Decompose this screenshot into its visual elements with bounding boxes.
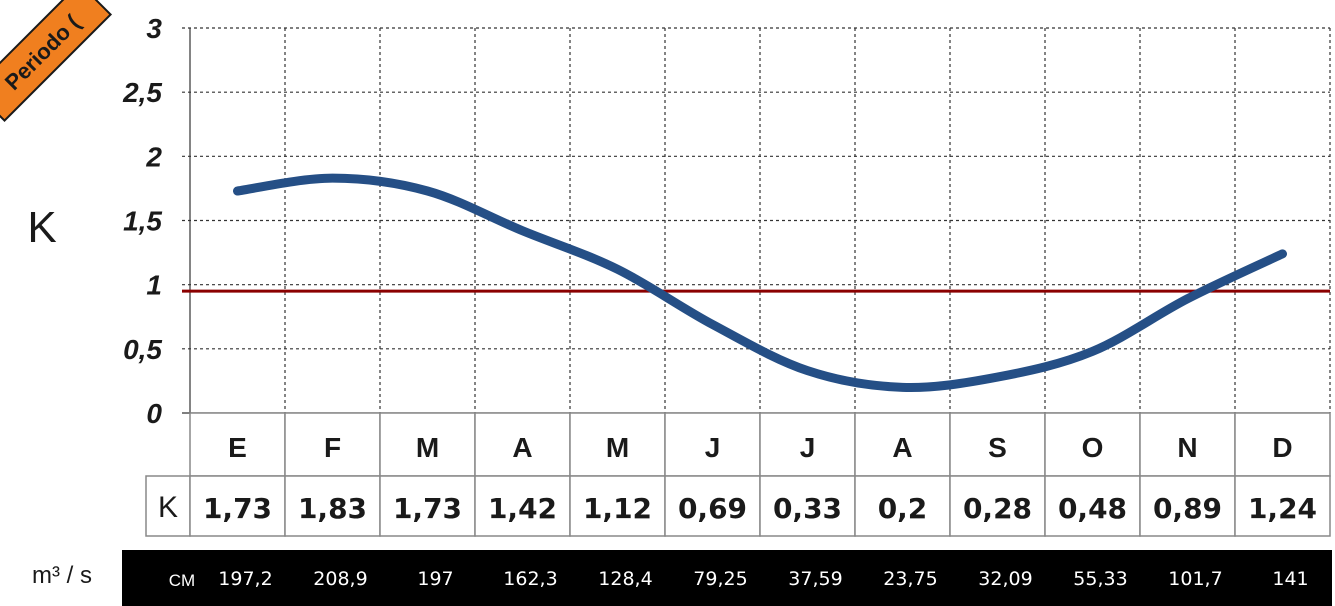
month-label: E	[228, 432, 247, 463]
k-cell	[474, 475, 571, 537]
k-value: 1,42	[488, 492, 557, 525]
flow-value: 128,4	[598, 568, 652, 590]
flow-value: 55,33	[1073, 568, 1127, 590]
k-value: 1,24	[1248, 492, 1317, 525]
flow-value: 32,09	[978, 568, 1032, 590]
y-axis-label: K	[27, 203, 56, 252]
month-label: A	[892, 432, 912, 463]
period-badge: Periodo (	[0, 0, 113, 123]
k-value: 1,73	[203, 492, 272, 525]
k-value: 0,89	[1153, 492, 1222, 525]
k-value: 0,69	[678, 492, 747, 525]
month-cell	[759, 412, 856, 477]
k-cell	[189, 475, 286, 537]
month-cell	[1044, 412, 1141, 477]
month-cell	[474, 412, 571, 477]
y-tick-label: 2	[145, 141, 162, 172]
k-cell	[569, 475, 666, 537]
flow-value: 79,25	[693, 568, 747, 590]
month-cell	[1139, 412, 1236, 477]
k-cell	[379, 475, 476, 537]
y-axis-ticks: 0 0,5 1 1,5 2 2,5 3	[122, 13, 162, 429]
flow-value: 37,59	[788, 568, 842, 590]
k-cell	[949, 475, 1046, 537]
flow-value: 23,75	[883, 568, 937, 590]
k-value: 1,73	[393, 492, 462, 525]
k-value: 0,33	[773, 492, 842, 525]
series-line	[233, 173, 1287, 392]
k-row-label-cell	[145, 475, 191, 537]
month-label: J	[705, 432, 721, 463]
month-cell	[1234, 412, 1331, 477]
k-value: 1,12	[583, 492, 652, 525]
flow-row: 197,2 208,9 197 162,3 128,4 79,25 37,59 23,75 32…	[218, 568, 1308, 590]
k-cell	[1139, 475, 1236, 537]
k-table: K 1,73 1,83 1,73 1,42 1,12 0,69 0,33 0,2 0,28 0,4…	[145, 475, 1331, 537]
flow-value: 162,3	[503, 568, 557, 590]
y-tick-label: 0,5	[123, 334, 162, 365]
grid	[182, 27, 1331, 414]
y-tick-label: 1	[146, 270, 162, 301]
flow-value: 141	[1272, 568, 1308, 590]
month-cell	[569, 412, 666, 477]
k-cell	[284, 475, 381, 537]
month-label: F	[324, 432, 341, 463]
y-tick-label: 2,5	[122, 77, 162, 108]
k-cell	[664, 475, 761, 537]
k-value: 0,48	[1058, 492, 1127, 525]
k-value: 0,28	[963, 492, 1032, 525]
k-cell	[1044, 475, 1141, 537]
k-value: 0,2	[878, 492, 928, 525]
y-tick-label: 0	[146, 398, 162, 429]
month-label: S	[988, 432, 1007, 463]
month-label: O	[1082, 432, 1104, 463]
flow-value: 197	[417, 568, 453, 590]
flow-row-background	[122, 550, 1332, 606]
period-badge-box	[0, 0, 113, 123]
k-value: 1,83	[298, 492, 367, 525]
y-tick-label: 1,5	[123, 206, 162, 237]
flow-row-label: CM	[169, 571, 195, 590]
month-cell	[854, 412, 951, 477]
month-label: J	[800, 432, 816, 463]
month-label: D	[1272, 432, 1292, 463]
y-tick-label: 3	[146, 13, 162, 44]
month-cell	[379, 412, 476, 477]
flow-unit-label: m³ / s	[32, 562, 92, 589]
flow-value: 197,2	[218, 568, 272, 590]
month-cell	[284, 412, 381, 477]
month-label: N	[1177, 432, 1197, 463]
k-cell	[1234, 475, 1331, 537]
flow-value: 208,9	[313, 568, 367, 590]
k-row-label: K	[158, 491, 178, 524]
month-label: M	[606, 432, 629, 463]
month-label: M	[416, 432, 439, 463]
flow-value: 101,7	[1168, 568, 1222, 590]
month-label: A	[512, 432, 532, 463]
